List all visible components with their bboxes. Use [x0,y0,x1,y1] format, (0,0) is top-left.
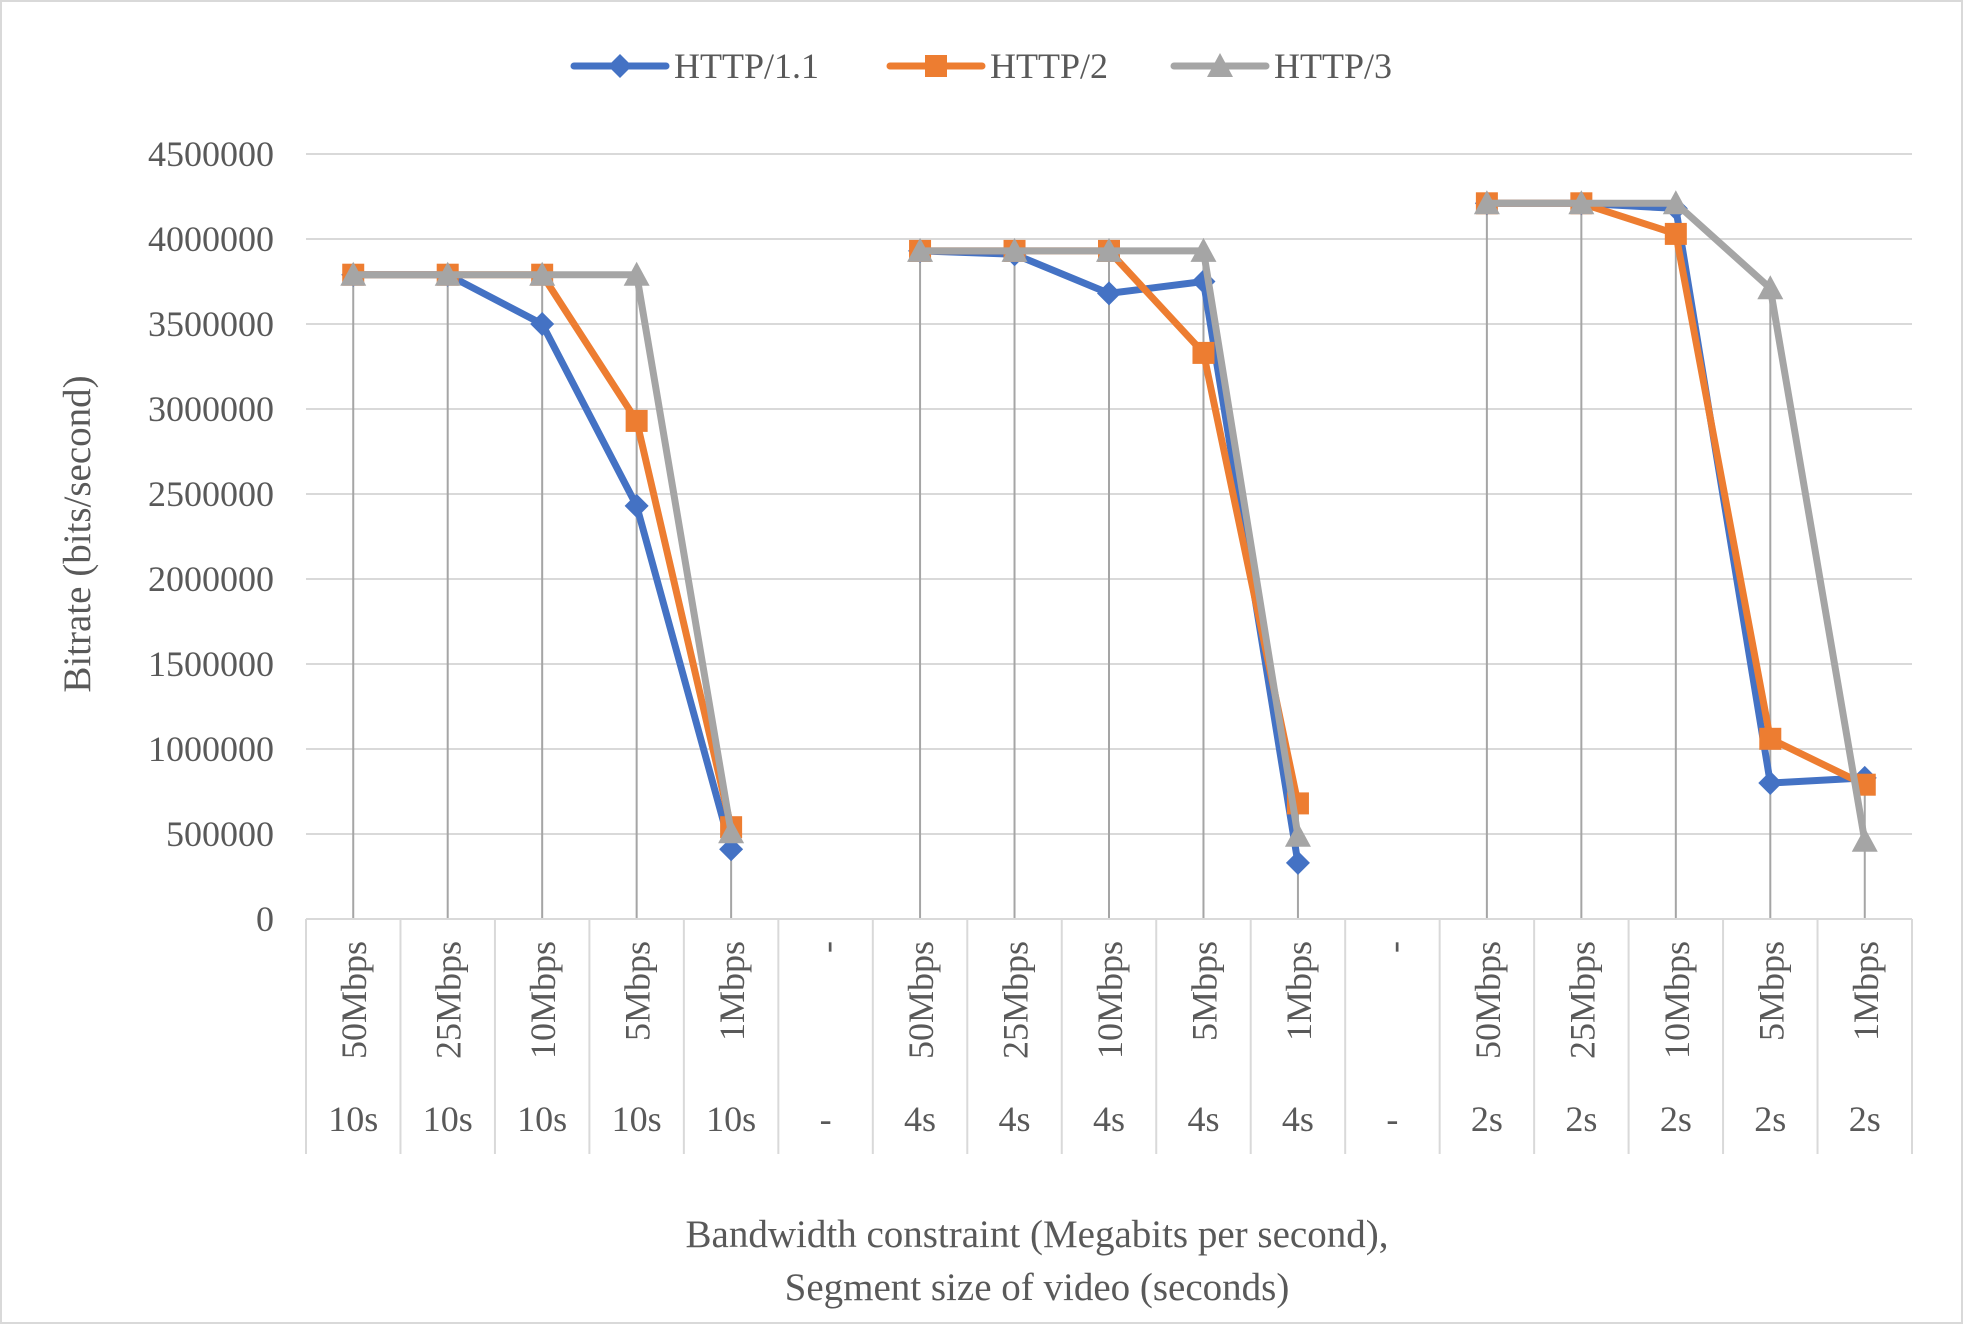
data-point [1096,237,1122,262]
x-group-label: 2s [1754,1099,1786,1139]
y-tick-label: 1500000 [148,644,274,684]
legend: HTTP/1.1 HTTP/2 HTTP/3 [570,46,1392,86]
y-tick-label: 500000 [166,814,274,854]
x-tick-label: 1Mbps [1279,941,1319,1041]
x-tick-label: 10Mbps [523,941,563,1059]
x-tick-label: 5Mbps [618,941,658,1041]
x-group-label: 10s [328,1099,378,1139]
data-point [1662,190,1689,215]
data-point [1207,53,1233,77]
y-tick-label: 2500000 [148,474,274,514]
legend-label: HTTP/2 [990,46,1108,86]
y-tick-label: 3000000 [148,389,274,429]
x-group-label: 4s [999,1099,1031,1139]
drop-lines [352,203,1866,919]
data-point [1757,275,1784,300]
data-point [623,261,650,286]
x-group-label: 2s [1565,1099,1597,1139]
x-axis-title-line-1: Bandwidth constraint (Megabits per secon… [686,1213,1389,1256]
y-tick-label: 0 [256,899,274,939]
data-point [625,409,648,432]
data-point [1759,727,1782,750]
x-tick-label: 50Mbps [901,941,941,1059]
data-point [529,261,556,286]
data-point [907,237,934,262]
series-group [340,190,1878,852]
x-group-label: 10s [423,1099,473,1139]
x-tick-label: - [1373,941,1413,953]
x-tick-label: 10Mbps [1090,941,1130,1059]
y-axis-title: Bitrate (bits/second) [56,375,99,692]
x-group-label: 4s [1093,1099,1125,1139]
x-tick-label: 50Mbps [334,941,374,1059]
y-tick-label: 4500000 [148,134,274,174]
x-tick-label: 1Mbps [1846,941,1886,1041]
y-tick-label: 2000000 [148,559,274,599]
data-point [608,54,632,78]
x-tick-label: 25Mbps [429,941,469,1059]
x-group-label: 4s [1187,1099,1219,1139]
data-point [624,493,649,518]
x-group-label: 2s [1849,1099,1881,1139]
series-lines [340,190,1878,875]
data-point [1568,190,1595,215]
data-point [1664,222,1687,245]
x-group-label: 2s [1660,1099,1692,1139]
x-group-label: - [820,1099,832,1139]
y-tick-label: 4000000 [148,219,274,259]
data-point [1192,341,1215,364]
category-axis: 50Mbps 10s 25Mbps 10s 10Mbps 10s 5Mbps 10s 1Mbps… [305,918,1913,1154]
x-group-label: - [1386,1099,1398,1139]
x-tick-label: 25Mbps [996,941,1036,1059]
x-tick-label: 1Mbps [712,941,752,1041]
x-group-label: 10s [517,1099,567,1139]
data-point [1851,827,1878,852]
y-tick-label: 3500000 [148,304,274,344]
x-tick-label: 25Mbps [1562,941,1602,1059]
x-group-label: 4s [1282,1099,1314,1139]
x-group-label: 4s [904,1099,936,1139]
x-group-label: 10s [612,1099,662,1139]
data-point [1001,237,1028,262]
data-point [434,261,461,286]
legend-label: HTTP/3 [1274,46,1392,86]
data-point [340,261,367,286]
data-point [1284,822,1311,847]
legend-label: HTTP/1.1 [674,46,819,86]
x-tick-label: 10Mbps [1657,941,1697,1059]
x-tick-label: 50Mbps [1468,941,1508,1059]
data-point [530,312,555,336]
data-point [1190,237,1217,262]
x-tick-label: 5Mbps [1184,941,1224,1041]
x-tick-label: - [807,941,847,953]
x-group-label: 10s [706,1099,756,1139]
x-tick-label: 5Mbps [1751,941,1791,1041]
data-point [925,55,947,77]
data-point [718,819,745,844]
x-group-label: 2s [1471,1099,1503,1139]
data-point [1473,190,1500,215]
data-point [1758,771,1783,795]
x-axis-title-line-2: Segment size of video (seconds) [785,1266,1290,1309]
gridlines: 0 500000 1000000 1500000 2000000 2500000 30000… [148,134,1912,939]
data-point [1097,281,1121,306]
y-tick-label: 1000000 [148,729,274,769]
data-point [1285,850,1310,875]
